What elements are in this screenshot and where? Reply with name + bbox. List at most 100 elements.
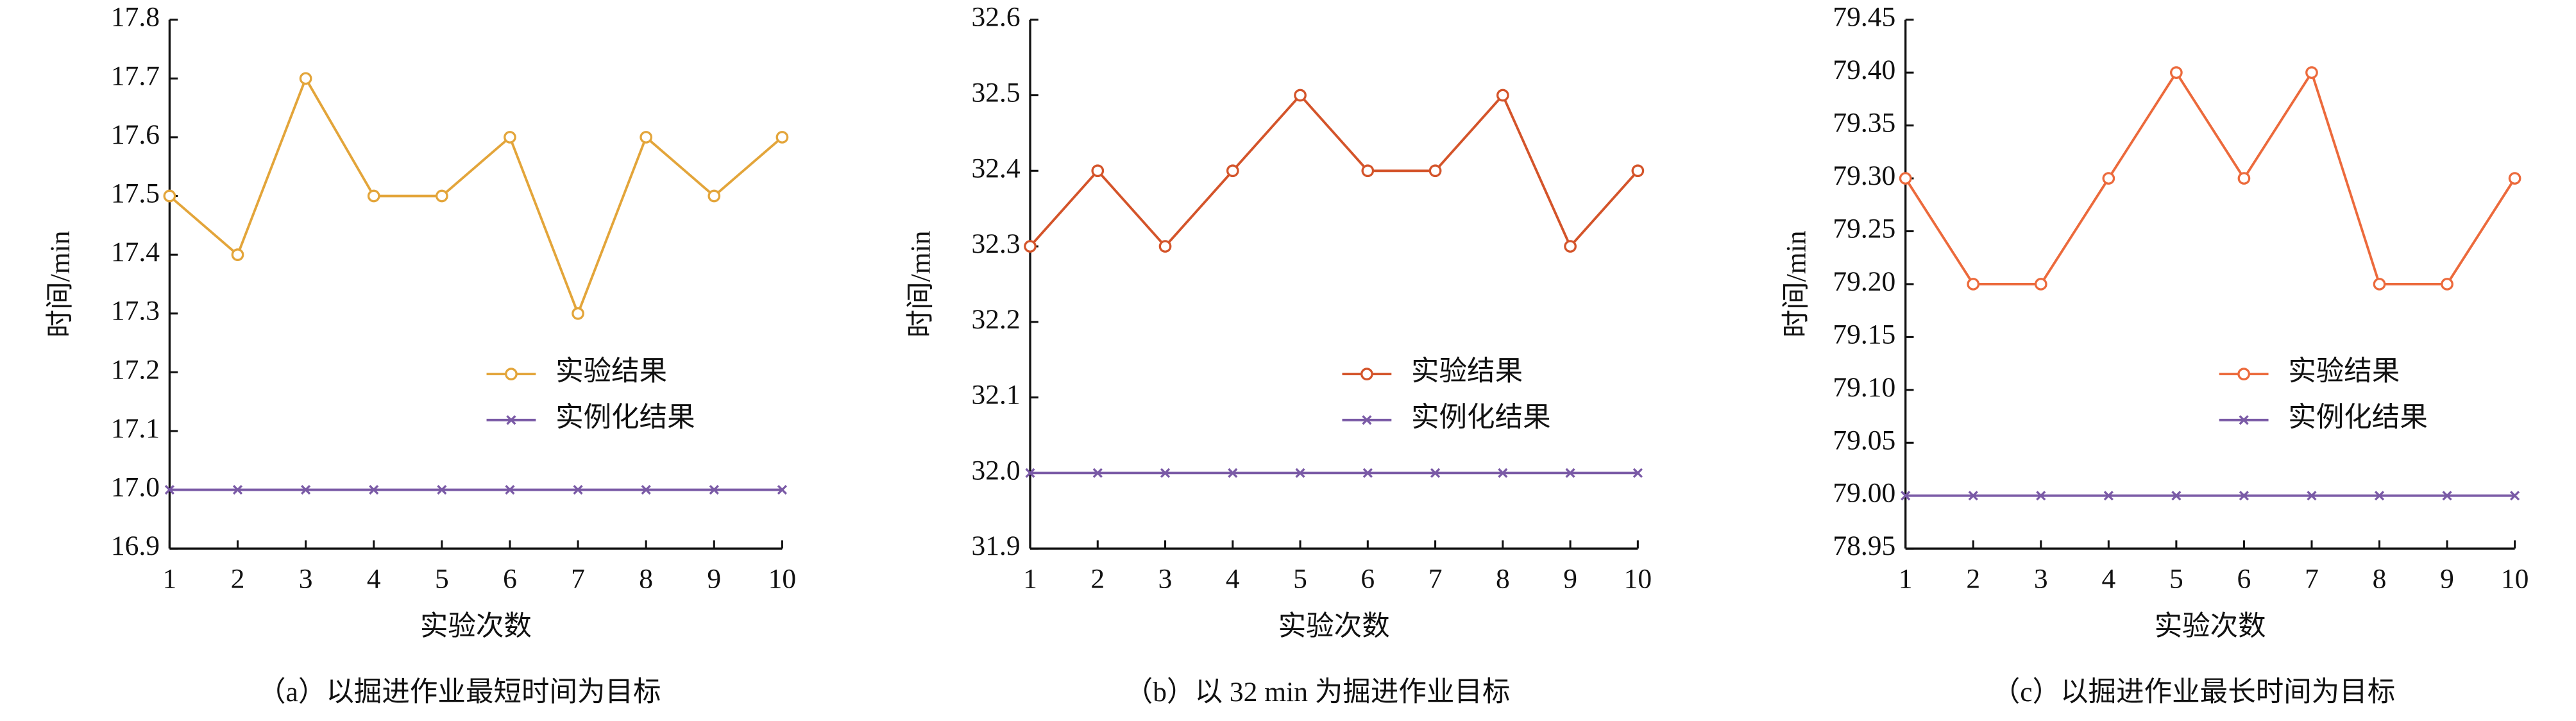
legend-label: 实验结果 [2288,356,2400,387]
data-point [1899,172,1912,185]
data-point [2237,172,2251,185]
y-tick-label: 79.30 [1833,160,1895,191]
y-tick-label: 32.4 [972,153,1021,183]
y-tick-label: 32.1 [972,380,1021,411]
y-tick-label: 17.7 [111,60,160,91]
data-point [1496,89,1509,102]
x-tick-label: 6 [503,563,517,594]
data-point [1024,240,1037,253]
data-point [1025,468,1035,478]
x-tick-label: 8 [2373,563,2387,594]
legend-marker [505,368,518,380]
x-tick-label: 2 [1966,563,1980,594]
data-point [164,484,174,495]
chart-panel: 31.9 32.0 32.1 32.2 32.3 32.4 32.5 32.6 1 2 3 4 5 6 7 8… [906,2,1652,708]
data-point [1160,468,1171,478]
x-tick-label: 7 [1428,563,1443,594]
data-point [1362,468,1373,478]
y-tick-label: 78.95 [1833,530,1895,561]
y-tick-label: 79.15 [1833,319,1895,350]
x-tick-label: 1 [1023,563,1037,594]
y-tick-label: 31.9 [972,530,1021,561]
y-tick-label: 32.2 [972,304,1021,335]
y-tick-label: 79.20 [1833,266,1895,297]
data-point [2374,491,2385,501]
data-point [2036,491,2046,501]
data-point [231,248,244,261]
x-axis-label: 实验次数 [420,611,532,642]
x-tick-label: 9 [1563,563,1577,594]
y-tick-label: 16.9 [111,530,160,561]
data-point [1092,468,1103,478]
data-point [1968,491,1978,501]
x-tick-label: 7 [2305,563,2319,594]
data-point [1428,164,1442,178]
data-point [1498,468,1508,478]
data-point [777,484,787,495]
data-point [2170,66,2183,80]
legend-label: 实例化结果 [1411,402,1551,433]
x-tick-label: 1 [163,563,177,594]
data-point [640,131,653,144]
x-tick-label: 4 [1226,563,1240,594]
data-point [504,131,516,144]
data-point [2102,172,2115,185]
x-tick-label: 7 [571,563,585,594]
caption: （b）以 32 min 为掘进作业目标 [1125,677,1511,708]
y-tick-label: 17.6 [111,119,160,150]
data-point [2510,491,2520,501]
series-line [1904,69,2516,285]
data-point [1564,240,1577,253]
data-point [299,72,312,85]
data-point [641,484,651,495]
y-tick-label: 17.8 [111,2,160,33]
data-point [1295,468,1305,478]
data-point [301,484,311,495]
data-point [2305,66,2318,80]
x-tick-label: 3 [299,563,313,594]
x-tick-label: 4 [2101,563,2115,594]
data-point [1631,164,1645,178]
y-tick-label: 17.1 [111,413,160,444]
data-point [2103,491,2114,501]
x-tick-label: 4 [367,563,381,594]
data-point [1091,164,1105,178]
data-point [708,189,721,203]
y-tick-label: 79.35 [1833,108,1895,139]
x-tick-label: 2 [1090,563,1105,594]
x-tick-label: 9 [707,563,721,594]
data-point [2441,278,2453,291]
data-point [1430,468,1441,478]
x-tick-label: 9 [2440,563,2454,594]
data-point [163,189,176,203]
x-tick-label: 5 [1293,563,1307,594]
y-tick-label: 79.05 [1833,425,1895,455]
data-point [1294,89,1307,102]
y-tick-label: 32.0 [972,455,1021,486]
data-point [1901,491,1911,501]
y-tick-label: 17.5 [111,178,160,209]
data-point [572,307,584,320]
data-point [232,484,243,495]
data-point [2034,278,2047,291]
data-point [505,484,515,495]
x-tick-label: 5 [2169,563,2183,594]
y-tick-label: 79.00 [1833,478,1895,509]
x-axis-label: 实验次数 [1278,611,1390,642]
x-tick-label: 6 [2237,563,2251,594]
legend-marker [2239,415,2249,425]
data-point [437,484,447,495]
x-tick-label: 1 [1899,563,1913,594]
y-tick-label: 17.2 [111,354,160,385]
x-tick-label: 10 [2501,563,2529,594]
y-tick-label: 32.6 [972,2,1021,33]
data-point [2171,491,2182,501]
data-point [1967,278,1980,291]
data-point [573,484,583,495]
data-point [1361,164,1375,178]
legend-marker [1360,368,1373,380]
x-tick-label: 3 [1158,563,1173,594]
data-point [367,189,380,203]
legend-label: 实例化结果 [2288,402,2428,433]
